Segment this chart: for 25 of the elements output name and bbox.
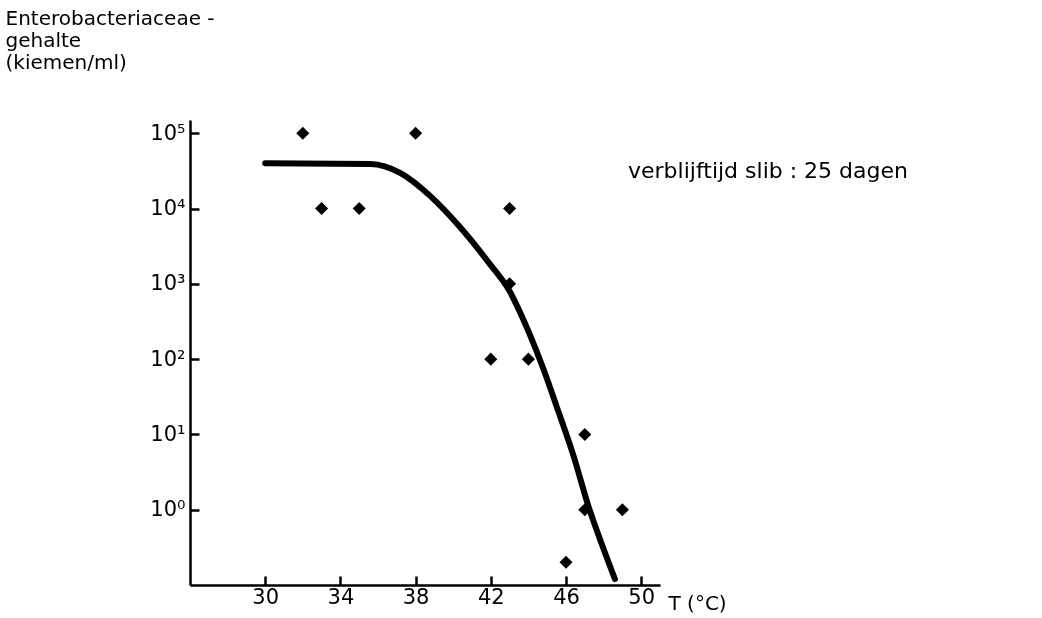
y-tick-label: 10⁴ <box>150 196 186 221</box>
x-axis-title: T (°C) <box>667 590 727 615</box>
point <box>409 126 423 140</box>
x-tick-label: 50 <box>628 584 656 609</box>
x-tick-label: 42 <box>477 584 505 609</box>
point <box>521 352 535 366</box>
point <box>503 202 517 216</box>
point <box>578 427 592 441</box>
y-axis-title: Enterobacteriaceae - gehalte (kiemen/ml) <box>5 5 215 74</box>
x-tick-label: 30 <box>252 584 280 609</box>
point <box>615 503 629 517</box>
point <box>559 555 573 569</box>
point <box>296 126 310 140</box>
y-tick-label: 10³ <box>150 271 186 296</box>
point <box>484 352 498 366</box>
y-tick-label: 10⁵ <box>150 120 186 145</box>
y-tick-label: 10⁰ <box>150 497 186 522</box>
x-tick-label: 46 <box>553 584 580 609</box>
y-tick-label: 10¹ <box>150 421 186 446</box>
point <box>352 202 366 216</box>
point <box>315 202 329 216</box>
annotation: verblijftijd slib : 25 dagen <box>628 158 908 183</box>
x-tick-label: 34 <box>327 584 355 609</box>
x-tick-label: 38 <box>402 584 430 609</box>
y-tick-label: 10² <box>150 346 186 371</box>
